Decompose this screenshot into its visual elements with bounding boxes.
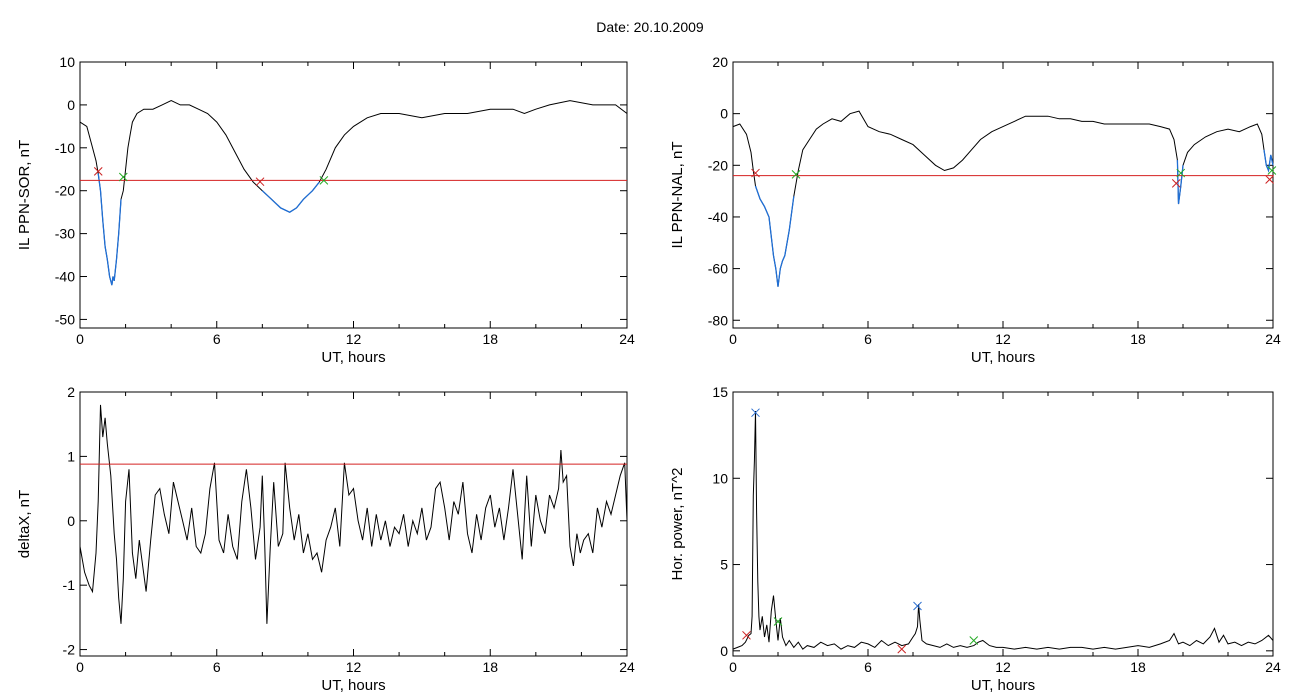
y-tick-label: 0 <box>720 643 728 659</box>
chart-panel-il-sor: 0 6 12 18 24 10 0 -10 -20 -30 -40 -50 UT, hours IL PP… <box>16 54 635 366</box>
event-segment <box>97 173 122 286</box>
x-tick-label: 0 <box>76 659 84 675</box>
end-marker <box>791 169 801 179</box>
y-axis-label: Hor. power, nT^2 <box>669 468 686 581</box>
x-tick-label: 0 <box>729 659 737 675</box>
x-tick-label: 12 <box>346 659 362 675</box>
series-line <box>732 410 1274 650</box>
series-line <box>79 404 628 624</box>
x-tick-label: 18 <box>1130 659 1146 675</box>
x-tick-label: 12 <box>346 331 362 347</box>
x-tick-label: 24 <box>619 331 635 347</box>
x-tick-label: 24 <box>1265 659 1281 675</box>
y-tick-label: 2 <box>67 384 75 400</box>
y-tick-label: -40 <box>708 209 728 225</box>
event-segment <box>754 185 795 287</box>
peak-marker <box>913 601 922 611</box>
y-tick-label: 0 <box>720 106 728 122</box>
onset-marker <box>255 177 265 187</box>
x-tick-label: 6 <box>864 659 872 675</box>
peak-marker <box>751 408 760 418</box>
x-tick-label: 6 <box>213 331 221 347</box>
end-marker <box>1267 166 1277 175</box>
y-tick-label: 10 <box>712 470 728 486</box>
chart-panel-il-nal: 0 6 12 18 24 20 0 -20 -40 -60 -80 UT, hours IL PPN-N… <box>669 54 1281 366</box>
onset-marker <box>897 644 907 654</box>
y-tick-label: -1 <box>63 577 76 593</box>
x-tick-label: 6 <box>864 331 872 347</box>
plot-frame <box>79 391 628 657</box>
y-tick-label: -30 <box>55 226 75 242</box>
x-tick-label: 18 <box>482 331 498 347</box>
x-axis-label: UT, hours <box>321 677 385 694</box>
x-axis-label: UT, hours <box>971 677 1035 694</box>
y-tick-label: 5 <box>720 557 728 573</box>
chart-panel-hor-power: 0 6 12 18 24 15 10 5 0 UT, hours Hor. power, nT^2 <box>669 384 1281 694</box>
x-tick-label: 0 <box>729 331 737 347</box>
y-tick-label: 20 <box>712 54 728 70</box>
x-axis-label: UT, hours <box>321 349 385 366</box>
x-tick-label: 12 <box>995 331 1011 347</box>
y-tick-label: -50 <box>55 311 75 327</box>
y-tick-label: -80 <box>708 312 728 328</box>
end-marker <box>773 617 783 626</box>
onset-marker <box>93 167 103 176</box>
x-tick-label: 12 <box>995 659 1011 675</box>
x-tick-label: 24 <box>619 659 635 675</box>
onset-marker <box>742 630 751 640</box>
plot-frame <box>732 391 1274 657</box>
y-tick-label: 0 <box>67 97 75 113</box>
x-axis-label: UT, hours <box>971 349 1035 366</box>
page-title: Date: 20.10.2009 <box>596 19 704 35</box>
end-marker <box>969 636 979 645</box>
series-line <box>732 110 1274 287</box>
x-tick-label: 0 <box>76 331 84 347</box>
y-tick-label: -2 <box>63 642 76 658</box>
end-marker <box>118 172 128 182</box>
y-tick-label: -20 <box>708 157 728 173</box>
y-axis-label: deltaX, nT <box>16 490 33 558</box>
onset-marker <box>1265 175 1274 184</box>
series-line <box>79 100 628 286</box>
y-axis-label: IL PPN-SOR, nT <box>16 140 33 250</box>
plot-frame <box>732 61 1274 329</box>
x-tick-label: 18 <box>1130 331 1146 347</box>
y-tick-label: -20 <box>55 183 75 199</box>
event-segment <box>261 181 320 213</box>
chart-panel-deltax: 0 6 12 18 24 2 1 0 -1 -2 UT, hours deltaX, nT <box>16 384 635 694</box>
y-tick-label: 15 <box>712 384 728 400</box>
y-tick-label: -10 <box>55 140 75 156</box>
onset-marker <box>1171 179 1181 188</box>
y-tick-label: -60 <box>708 261 728 277</box>
y-tick-label: 0 <box>67 513 75 529</box>
y-tick-label: 10 <box>59 54 75 70</box>
x-tick-label: 24 <box>1265 331 1281 347</box>
y-axis-label: IL PPN-NAL, nT <box>669 142 686 249</box>
event-segment <box>1263 149 1274 173</box>
plot-frame <box>79 61 628 329</box>
end-marker <box>1176 168 1186 178</box>
y-tick-label: -40 <box>55 269 75 285</box>
x-tick-label: 18 <box>482 659 498 675</box>
onset-marker <box>751 168 760 178</box>
end-marker <box>319 176 329 185</box>
y-tick-label: 1 <box>67 448 75 464</box>
x-tick-label: 6 <box>213 659 221 675</box>
